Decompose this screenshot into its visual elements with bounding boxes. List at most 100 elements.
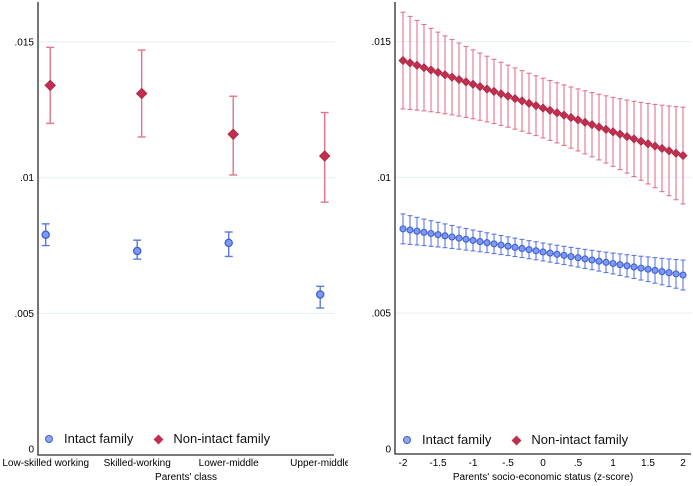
data-point-circle [132, 246, 142, 256]
data-point-diamond [671, 148, 681, 158]
data-point-circle [525, 246, 533, 254]
data-point-diamond [318, 150, 331, 162]
data-point-circle [560, 251, 568, 259]
data-point-circle [609, 259, 617, 268]
data-point-circle [672, 270, 680, 278]
data-point-circle [427, 229, 435, 238]
data-point-diamond [531, 101, 541, 111]
data-point-diamond [412, 60, 422, 70]
data-point-circle [315, 290, 325, 299]
data-point-circle [462, 235, 470, 243]
data-point-circle [553, 250, 561, 258]
data-point-diamond [440, 70, 450, 80]
data-point-circle [483, 239, 491, 247]
data-point-diamond [503, 91, 513, 101]
data-point-circle [469, 236, 477, 244]
data-point-circle [574, 254, 582, 262]
intact-error-bars [41, 223, 325, 309]
data-point-circle [539, 248, 547, 256]
data-point-diamond [664, 146, 674, 156]
data-point-circle [224, 238, 233, 248]
right-legend-label-intact: Intact family [422, 432, 492, 447]
data-point-diamond [601, 124, 611, 135]
x-tick-label: 1 [610, 458, 616, 469]
x-tick-label: 0 [540, 458, 546, 469]
data-point-diamond [615, 129, 625, 139]
x-tick-label: .5 [574, 458, 583, 469]
data-point-diamond [608, 127, 618, 137]
nonintact-diamond-icon [153, 434, 164, 444]
data-point-diamond [510, 93, 520, 104]
left-legend-item-nonintact: Non-intact family [153, 431, 271, 447]
data-point-circle [616, 261, 624, 269]
data-point-diamond [552, 108, 562, 118]
y-tick-label: .015 [15, 37, 35, 48]
left-legend: Intact family Non-intact family [45, 431, 270, 447]
x-tick-label: -1 [469, 458, 478, 469]
data-point-circle [399, 225, 407, 233]
data-point-diamond [517, 96, 527, 106]
x-tick-label: -.5 [502, 458, 514, 469]
y-tick-label: .015 [372, 37, 392, 48]
data-point-diamond [419, 63, 429, 73]
data-point-circle [532, 247, 540, 255]
nonintact-error-bars [46, 46, 329, 203]
left-legend-item-intact: Intact family [45, 431, 133, 447]
data-point-diamond [573, 115, 583, 125]
data-point-circle [630, 263, 638, 271]
data-point-diamond [135, 87, 148, 100]
right-legend-label-nonintact: Non-intact family [531, 432, 629, 447]
data-point-diamond [398, 55, 408, 66]
right-legend: Intact family Non-intact family [403, 432, 628, 448]
data-point-circle [511, 243, 519, 251]
x-tick-label: Upper-middle [290, 458, 350, 469]
data-point-circle [602, 258, 610, 266]
data-point-diamond [475, 82, 485, 92]
y-tick-label: .01 [20, 173, 34, 184]
data-point-circle [679, 271, 687, 279]
data-point-diamond [538, 103, 548, 113]
left-x-axis-title: Parents' class [155, 472, 217, 483]
right-legend-item-intact: Intact family [403, 432, 491, 448]
data-point-circle [406, 226, 414, 234]
data-point-circle [518, 244, 526, 253]
left-legend-label-nonintact: Non-intact family [173, 431, 271, 446]
intact-markers [399, 225, 687, 279]
y-tick-label: .005 [15, 309, 35, 320]
data-point-diamond [482, 84, 492, 94]
data-point-diamond [489, 86, 499, 96]
data-point-circle [588, 256, 596, 264]
x-tick-label: 2 [680, 458, 686, 469]
data-point-circle [455, 234, 463, 242]
intact-markers [41, 230, 325, 299]
data-point-circle [651, 266, 659, 274]
data-point-diamond [566, 113, 576, 123]
intact-circle-icon [45, 435, 53, 443]
data-point-diamond [433, 67, 443, 77]
data-point-circle [441, 232, 449, 240]
data-point-circle [448, 233, 456, 241]
x-tick-label: -1.5 [429, 458, 447, 469]
left-legend-label-intact: Intact family [64, 431, 134, 446]
data-point-circle [665, 269, 673, 277]
y-tick-label: .005 [372, 309, 392, 320]
data-point-circle [595, 257, 603, 265]
y-tick-label: 0 [385, 444, 391, 455]
data-point-diamond [594, 122, 604, 132]
y-tick-label: .01 [377, 173, 391, 184]
data-point-diamond [559, 110, 569, 120]
data-point-diamond [678, 151, 688, 161]
right-x-axis-title: Parents' socio-economic status (z-score) [452, 472, 634, 483]
x-tick-label: Skilled-working [104, 458, 171, 469]
data-point-circle [490, 240, 498, 248]
data-point-diamond [524, 98, 534, 108]
data-point-circle [637, 264, 645, 272]
data-point-diamond [447, 72, 457, 82]
intact-circle-icon [403, 436, 411, 444]
data-point-diamond [580, 117, 590, 127]
data-point-diamond [454, 74, 464, 85]
data-point-circle [413, 227, 421, 235]
data-point-circle [434, 231, 442, 239]
data-point-diamond [496, 89, 506, 99]
